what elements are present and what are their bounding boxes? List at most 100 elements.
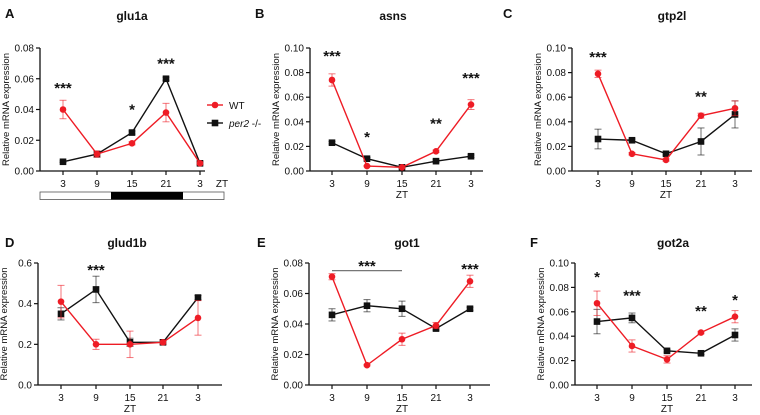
data-point (467, 152, 475, 160)
y-tick-label: 0.00 (15, 167, 35, 178)
data-point (697, 349, 705, 357)
data-point (432, 157, 440, 165)
data-point (328, 311, 336, 319)
data-point (126, 341, 134, 348)
data-point (628, 150, 636, 158)
chart-title: asns (379, 9, 407, 23)
x-tick-label: 9 (94, 179, 100, 190)
data-point (628, 314, 636, 322)
panel-letter: E (257, 235, 266, 250)
x-tick-label: 21 (695, 393, 707, 404)
data-point (194, 294, 202, 301)
significance-stars: *** (358, 258, 376, 275)
y-tick-label: 0.04 (284, 320, 304, 331)
data-point (466, 305, 474, 313)
chart-title: got2a (657, 236, 689, 250)
y-tick-label: 0.04 (15, 105, 35, 116)
y-tick-label: 0.02 (284, 350, 304, 361)
y-tick-label: 0.08 (285, 68, 305, 79)
data-point (398, 335, 406, 343)
x-tick-label: 3 (58, 393, 64, 404)
data-point (363, 361, 371, 369)
x-tick-label: 15 (661, 393, 673, 404)
series-line (62, 77, 201, 164)
panel-letter: D (5, 235, 14, 250)
y-axis-label: Relative mRNA expression (1, 53, 12, 166)
data-point (363, 162, 371, 170)
series-wt (594, 69, 739, 164)
data-point (697, 112, 705, 119)
significance-stars: ** (430, 116, 442, 133)
significance-stars: *** (461, 261, 479, 278)
data-point (59, 106, 67, 113)
panel-letter: F (530, 235, 538, 250)
data-point (59, 158, 67, 166)
y-tick-label: 0.06 (284, 289, 304, 300)
chart-title: got1 (394, 236, 420, 250)
y-axis-label: Relative mRNA expression (271, 53, 282, 166)
significance-stars: * (364, 129, 370, 146)
x-tick-label: 3 (197, 179, 203, 190)
legend-label-rest: -/- (249, 119, 261, 130)
x-tick-label: 15 (396, 179, 408, 190)
data-point (594, 70, 602, 78)
data-point (594, 135, 602, 143)
y-tick-label: 0.10 (547, 44, 567, 55)
y-tick-label: 0.6 (18, 259, 32, 270)
y-tick-label: 0.02 (15, 136, 35, 147)
data-point (92, 341, 100, 348)
legend-marker-square (211, 119, 219, 127)
legend-label: per2 -/- (228, 119, 261, 130)
data-point (432, 322, 440, 329)
significance-stars: *** (623, 287, 641, 304)
data-point (128, 140, 136, 147)
x-tick-label: 9 (629, 179, 635, 190)
x-axis-label: ZT (661, 404, 673, 415)
data-point (363, 155, 371, 162)
x-tick-label: 9 (629, 393, 635, 404)
y-tick-label: 0.08 (550, 283, 570, 294)
x-tick-label: 3 (732, 179, 738, 190)
y-tick-label: 0.02 (547, 142, 567, 153)
panel-letter: B (255, 6, 264, 21)
x-axis-label: ZT (396, 404, 408, 415)
y-tick-label: 0.04 (547, 117, 567, 128)
series-wt (328, 73, 475, 171)
significance-stars: * (594, 269, 600, 286)
significance-stars: ** (695, 303, 707, 320)
y-tick-label: 0.00 (284, 381, 304, 392)
chart-title: glud1b (107, 236, 146, 250)
data-point (663, 356, 671, 363)
data-point (628, 342, 636, 350)
y-tick-label: 0.08 (284, 259, 304, 270)
x-tick-label: 21 (430, 179, 442, 190)
x-tick-label: 21 (157, 393, 169, 404)
y-tick-label: 0.06 (547, 93, 567, 104)
series-per2 (593, 308, 739, 357)
significance-stars: *** (323, 48, 341, 65)
data-point (593, 299, 601, 307)
x-tick-label: 3 (468, 179, 474, 190)
y-tick-label: 0.08 (547, 68, 567, 79)
panel-letter: C (503, 6, 513, 21)
data-point (731, 331, 739, 339)
data-point (57, 298, 65, 305)
legend-label: WT (229, 101, 245, 112)
series-wt (328, 273, 474, 369)
y-tick-label: 0.10 (285, 44, 305, 55)
significance-stars: * (129, 101, 135, 118)
y-tick-label: 0.02 (550, 356, 570, 367)
legend-marker-circle (211, 101, 219, 109)
series-line (597, 113, 736, 155)
y-tick-label: 0.4 (18, 299, 32, 310)
series-line (331, 142, 472, 169)
data-point (593, 318, 601, 325)
x-axis-label: ZT (124, 404, 136, 415)
y-tick-label: 0.0 (18, 381, 32, 392)
